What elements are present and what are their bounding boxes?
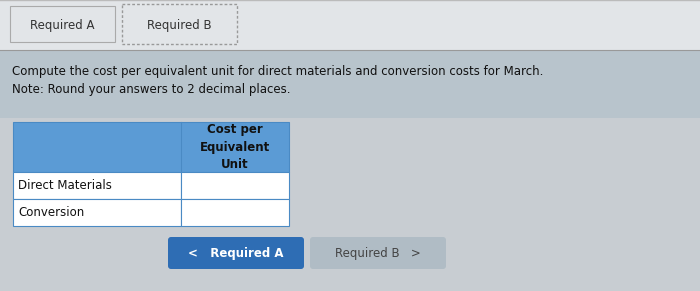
Bar — [181, 172, 289, 199]
Text: Required B   >: Required B > — [335, 246, 421, 260]
Bar — [13, 199, 181, 226]
Text: <   Required A: < Required A — [188, 246, 284, 260]
Text: Compute the cost per equivalent unit for direct materials and conversion costs f: Compute the cost per equivalent unit for… — [12, 65, 543, 79]
FancyBboxPatch shape — [310, 237, 446, 269]
Bar — [0, 0, 700, 50]
FancyBboxPatch shape — [122, 4, 237, 44]
FancyBboxPatch shape — [10, 6, 115, 42]
Bar — [0, 50, 700, 118]
Text: Note: Round your answers to 2 decimal places.: Note: Round your answers to 2 decimal pl… — [12, 84, 290, 97]
Text: Cost per
Equivalent
Unit: Cost per Equivalent Unit — [200, 123, 270, 171]
Text: Direct Materials: Direct Materials — [18, 179, 112, 192]
Bar — [13, 122, 289, 172]
Text: Required A: Required A — [29, 19, 94, 33]
Bar — [13, 172, 181, 199]
Bar — [181, 199, 289, 226]
Text: Conversion: Conversion — [18, 206, 84, 219]
FancyBboxPatch shape — [168, 237, 304, 269]
Text: Required B: Required B — [147, 19, 211, 33]
